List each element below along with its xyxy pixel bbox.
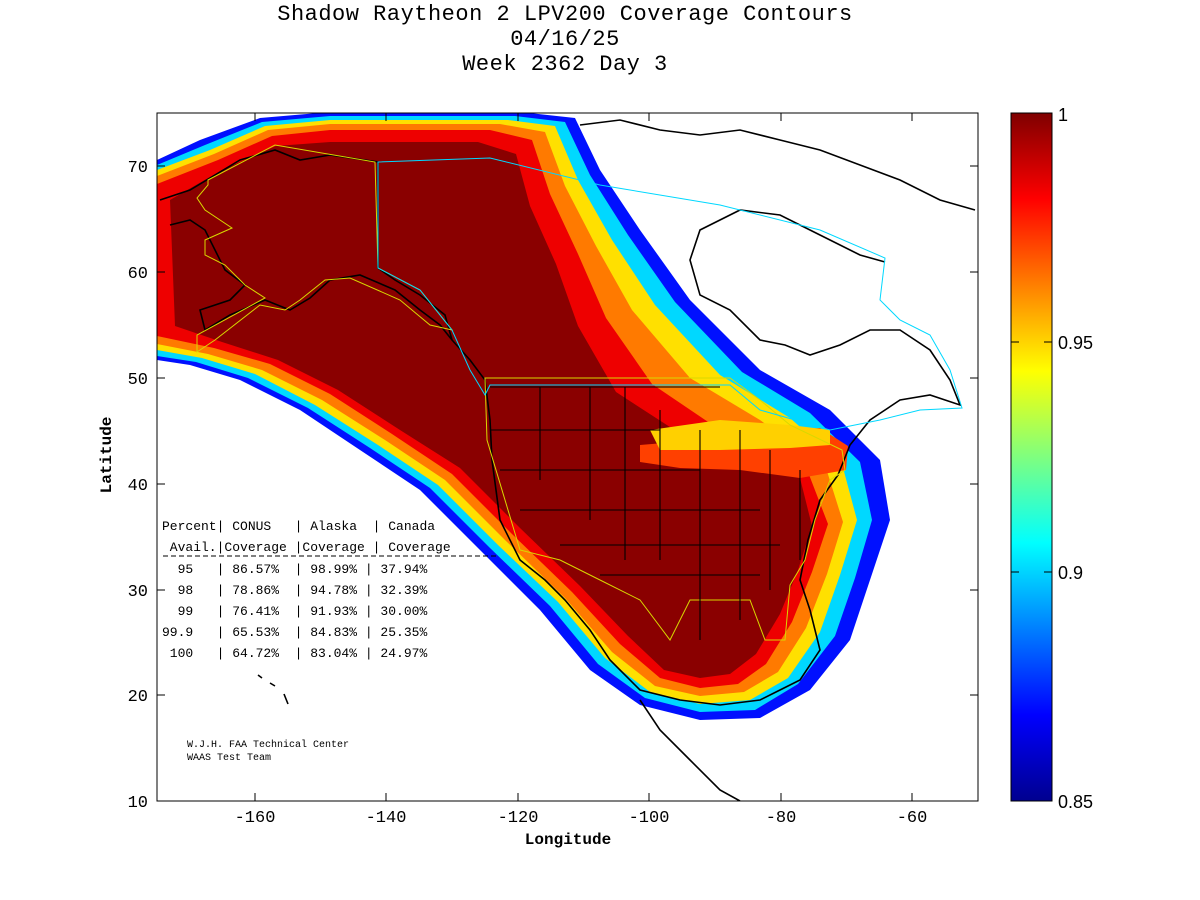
y-tick-label: 40 xyxy=(128,477,148,496)
table-row: 98 | 78.86% | 94.78% | 32.39% xyxy=(162,583,427,598)
colorbar xyxy=(1010,112,1053,802)
x-tick-label: -60 xyxy=(897,809,928,828)
table-row: 100 | 64.72% | 83.04% | 24.97% xyxy=(162,646,427,661)
chart-title: Shadow Raytheon 2 LPV200 Coverage Contou… xyxy=(277,2,853,27)
table-header-2: Avail.|Coverage |Coverage | Coverage xyxy=(162,540,451,555)
y-tick-label: 70 xyxy=(128,159,148,178)
y-tick-label: 30 xyxy=(128,583,148,602)
chart-date: 04/16/25 xyxy=(510,27,620,52)
colorbar-tick-label: 0.85 xyxy=(1058,792,1093,812)
x-tick-label: -120 xyxy=(498,809,539,828)
state-borders xyxy=(490,386,801,640)
table-header-1: Percent| CONUS | Alaska | Canada xyxy=(162,519,435,534)
contour-band-darkred xyxy=(170,142,812,678)
y-axis-ticks: 70 60 50 40 30 20 10 xyxy=(128,159,978,813)
x-tick-label: -140 xyxy=(366,809,407,828)
credit-text: W.J.H. FAA Technical Center WAAS Test Te… xyxy=(187,739,349,764)
service-area-outlines xyxy=(196,144,963,641)
canada-service-outline xyxy=(377,157,963,431)
y-tick-label: 20 xyxy=(128,688,148,707)
y-axis-label: Latitude xyxy=(98,417,116,494)
credit-line-1: W.J.H. FAA Technical Center xyxy=(187,739,349,751)
plot-frame xyxy=(156,112,979,802)
central-america-coast xyxy=(639,699,741,801)
coverage-stats-table: Percent| CONUS | Alaska | Canada Avail.|… xyxy=(162,519,496,661)
arctic-islands xyxy=(579,119,976,211)
colorbar-tick-label: 0.95 xyxy=(1058,333,1093,353)
conus-service-outline xyxy=(484,377,846,641)
y-tick-label: 10 xyxy=(128,794,148,813)
x-axis-label: Longitude xyxy=(525,831,611,849)
y-tick-label: 60 xyxy=(128,265,148,284)
credit-line-2: WAAS Test Team xyxy=(187,753,271,764)
colorbar-ticks: 1 0.95 0.9 0.85 xyxy=(1011,105,1093,812)
colorbar-tick-label: 1 xyxy=(1058,105,1068,125)
colorbar-tick-label: 0.9 xyxy=(1058,563,1083,583)
table-row: 95 | 86.57% | 98.99% | 37.94% xyxy=(162,562,427,577)
coverage-contours xyxy=(157,113,890,720)
x-tick-label: -100 xyxy=(629,809,670,828)
chart-week-day: Week 2362 Day 3 xyxy=(462,52,668,77)
table-row: 99 | 76.41% | 91.93% | 30.00% xyxy=(162,604,427,619)
table-row: 99.9 | 65.53% | 84.83% | 25.35% xyxy=(162,625,427,640)
hawaii xyxy=(257,674,289,705)
x-axis-ticks: -160 -140 -120 -100 -80 -60 xyxy=(235,113,928,828)
y-tick-label: 50 xyxy=(128,371,148,390)
x-tick-label: -80 xyxy=(766,809,797,828)
x-tick-label: -160 xyxy=(235,809,276,828)
